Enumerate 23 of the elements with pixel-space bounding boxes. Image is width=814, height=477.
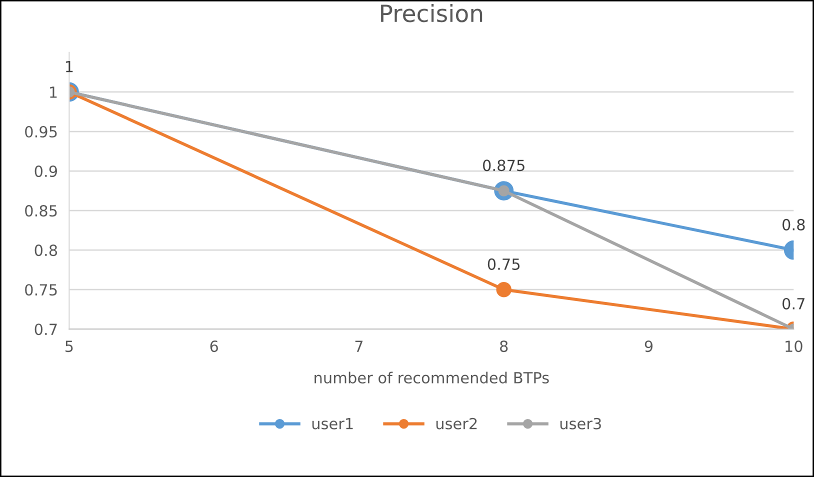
y-tick-label: 0.7 xyxy=(34,324,57,336)
y-tick-label: 1 xyxy=(50,86,57,98)
y-tick-label: 0.85 xyxy=(25,205,57,217)
x-axis-title: number of recommended BTPs xyxy=(314,372,549,384)
legend-label: user1 xyxy=(312,418,353,430)
x-tick-label: 10 xyxy=(786,340,802,352)
legend-label: user3 xyxy=(560,418,601,430)
x-tick-label: 8 xyxy=(500,340,508,352)
y-tick-label: 0.8 xyxy=(34,244,58,256)
data-label: 0.875 xyxy=(483,160,524,172)
data-label: 1 xyxy=(66,61,73,72)
data-label: 0.8 xyxy=(782,218,805,230)
chart-title: Precision xyxy=(381,4,482,22)
x-tick-label: 6 xyxy=(210,340,218,352)
legend-label: user2 xyxy=(436,418,477,430)
y-tick-label: 0.75 xyxy=(25,284,57,296)
x-tick-label: 9 xyxy=(644,340,653,352)
y-tick-label: 0.95 xyxy=(25,126,57,138)
y-tick-label: 0.9 xyxy=(34,166,58,178)
x-tick-label: 5 xyxy=(66,340,73,352)
x-tick-label: 7 xyxy=(355,340,363,352)
data-label: 0.75 xyxy=(488,258,520,270)
data-label: 0.7 xyxy=(782,298,804,310)
